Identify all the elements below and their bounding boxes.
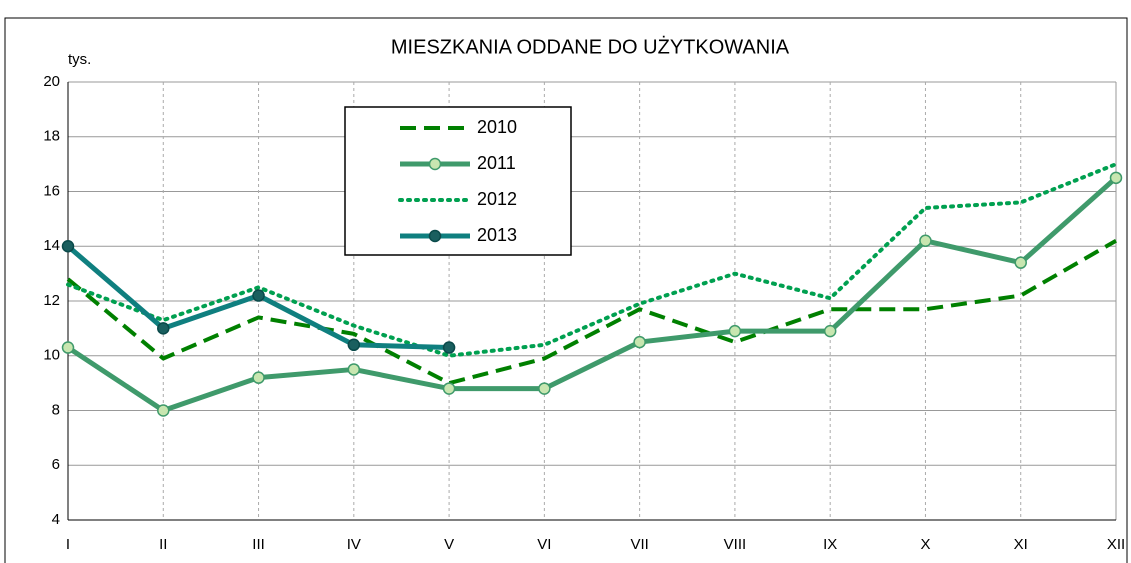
chart-frame bbox=[4, 17, 1128, 563]
series-marker bbox=[919, 234, 932, 248]
y-tick-label: 8 bbox=[52, 401, 60, 418]
series-line bbox=[66, 162, 1118, 358]
x-tick-label: III bbox=[252, 536, 265, 553]
x-tick-label: XI bbox=[1014, 536, 1028, 553]
y-tick-label: 10 bbox=[43, 347, 60, 364]
y-axis-label: tys. bbox=[68, 51, 91, 68]
series-marker bbox=[728, 324, 742, 338]
y-tick-label: 6 bbox=[52, 456, 60, 473]
x-tick-label: IX bbox=[823, 536, 837, 553]
series-marker bbox=[252, 289, 265, 302]
series-marker bbox=[61, 341, 75, 354]
legend-label: 2010 bbox=[477, 117, 517, 137]
x-tick-label: I bbox=[66, 536, 70, 553]
series-marker bbox=[538, 382, 551, 395]
series-marker bbox=[61, 240, 75, 253]
x-tick-label: II bbox=[159, 536, 167, 553]
x-tick-label: VI bbox=[537, 536, 551, 553]
x-tick-label: X bbox=[920, 536, 930, 553]
series-marker bbox=[347, 338, 361, 352]
series-line bbox=[66, 175, 1118, 413]
series-marker bbox=[823, 324, 837, 338]
x-tick-label: V bbox=[444, 536, 454, 553]
y-tick-label: 12 bbox=[43, 292, 60, 309]
series-marker bbox=[347, 363, 361, 376]
y-tick-label: 14 bbox=[43, 237, 60, 254]
legend-box bbox=[344, 106, 572, 256]
x-tick-label: IV bbox=[347, 536, 361, 553]
y-tick-label: 20 bbox=[43, 73, 60, 90]
legend-marker bbox=[428, 157, 442, 171]
y-tick-label: 18 bbox=[43, 128, 60, 145]
y-tick-label: 4 bbox=[52, 511, 60, 528]
series-marker bbox=[442, 341, 456, 354]
x-tick-label: VIII bbox=[724, 536, 747, 553]
series-marker bbox=[252, 371, 265, 384]
y-tick-label: 16 bbox=[43, 182, 60, 199]
series-marker bbox=[157, 322, 170, 335]
x-tick-label: VII bbox=[630, 536, 648, 553]
x-tick-label: XII bbox=[1107, 536, 1125, 553]
legend-label: 2012 bbox=[477, 189, 517, 209]
series-marker bbox=[1109, 171, 1123, 185]
series-marker bbox=[442, 382, 456, 395]
legend-marker bbox=[428, 229, 442, 243]
chart-title: MIESZKANIA ODDANE DO UŻYTKOWANIA bbox=[391, 35, 790, 58]
series-marker bbox=[633, 335, 646, 349]
series-marker bbox=[1014, 256, 1027, 269]
legend-label: 2013 bbox=[477, 225, 517, 245]
series-line bbox=[66, 239, 1117, 386]
series-marker bbox=[157, 404, 170, 417]
legend-label: 2011 bbox=[477, 153, 516, 173]
